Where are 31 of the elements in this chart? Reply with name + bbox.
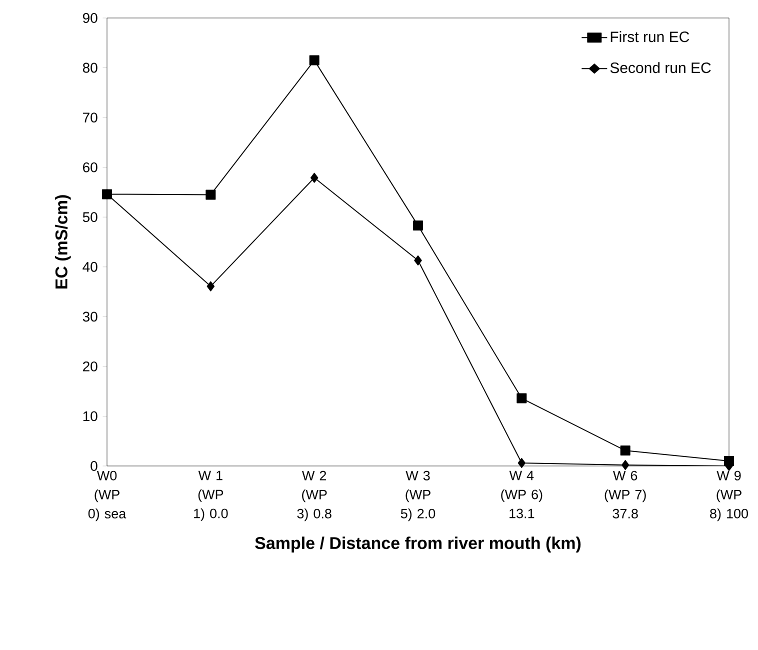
y-axis-title: EC (mS/cm) [54, 195, 71, 289]
point [516, 393, 527, 404]
y-tick-label: 0 [90, 461, 98, 471]
y-tick-label: 50 [82, 212, 98, 222]
x-tick-label: W 4 (WP 6) 13.1 [501, 470, 542, 518]
y-tick-label: 30 [82, 312, 98, 322]
point [518, 458, 526, 468]
point [206, 281, 215, 292]
point [309, 55, 320, 66]
y-tick-label: 20 [83, 361, 98, 372]
y-tick-label: 40 [82, 262, 98, 272]
y-tick-label: 70 [83, 112, 98, 123]
point [413, 220, 424, 231]
x-tick-label: W 6 (WP 7) 37.8 [604, 470, 646, 518]
point [206, 190, 216, 200]
point [621, 460, 630, 470]
x-axis-title: Sample / Distance from river mouth (km) [255, 536, 581, 552]
point [310, 172, 318, 183]
point [414, 255, 422, 266]
y-tick-label: 60 [83, 162, 98, 172]
x-tick-label: W 1 (WP 1) 0.0 [194, 470, 228, 521]
y-tick-label: 10 [83, 411, 98, 422]
x-tick-label: W 3 (WP 5) 2.0 [400, 470, 436, 522]
x-tick-label: W 9 (WP 8) 100 [710, 470, 748, 522]
y-tick-label: 80 [82, 62, 98, 73]
x-tick-label: W 2 (WP 3) 0.8 [297, 470, 332, 522]
legend-label: Second run EC [610, 62, 711, 74]
y-tick-label: 90 [82, 13, 98, 23]
point [620, 446, 630, 456]
legend-label: First run EC [610, 31, 690, 42]
x-tick-label: W0 (WP 0) sea [88, 470, 126, 522]
